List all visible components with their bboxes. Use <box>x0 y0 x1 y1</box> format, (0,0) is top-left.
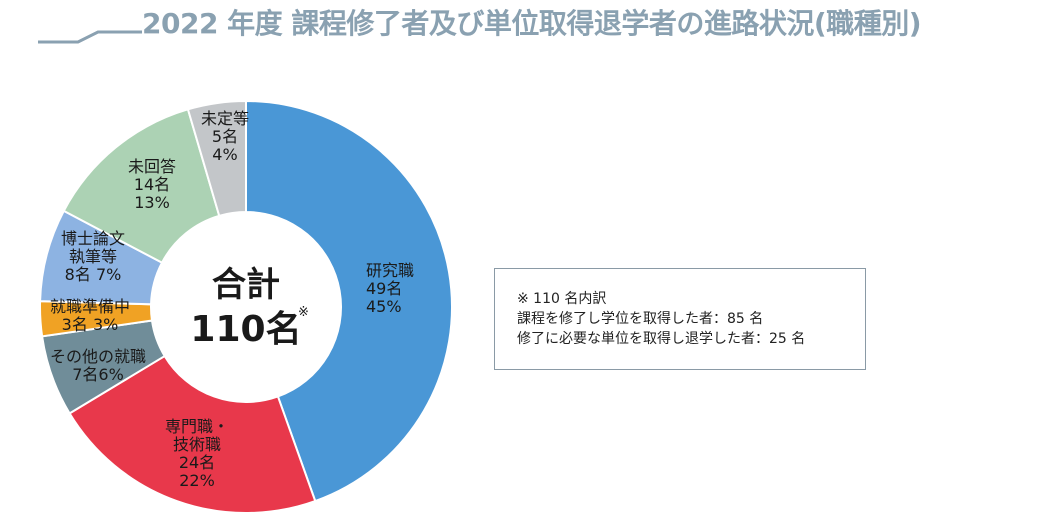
slice-label: 専門職・技術職 24名 22% <box>165 417 229 490</box>
slice-label: 博士論文執筆等 8名 7% <box>61 229 125 284</box>
title-decoration-line <box>38 30 142 44</box>
note-line: 修了に必要な単位を取得し退学した者：25 名 <box>517 331 806 347</box>
slice-label: 未定等 5名 4% <box>201 109 249 164</box>
slice-label: 研究職 49名 45% <box>366 261 414 316</box>
title-bar: 2022 年度 課程修了者及び単位取得退学者の進路状況(職種別) <box>0 0 1057 56</box>
total-value: 110名 <box>190 309 301 350</box>
chart-title: 2022 年度 課程修了者及び単位取得退学者の進路状況(職種別) <box>142 7 922 40</box>
note-heading: ※ 110 名内訳 <box>517 291 607 307</box>
slice-label: その他の就職 7名6% <box>50 347 146 384</box>
slice-label: 未回答 14名 13% <box>128 157 176 212</box>
donut-hole <box>151 212 341 402</box>
note-line: 課程を修了し学位を取得した者：85 名 <box>517 311 764 327</box>
total-label: 合計 <box>212 265 280 305</box>
breakdown-note: ※ 110 名内訳 課程を修了し学位を取得した者：85 名 修了に必要な単位を取… <box>494 268 866 370</box>
total-note-mark: ※ <box>298 305 309 320</box>
slice-label: 就職準備中 3名 3% <box>50 297 130 334</box>
